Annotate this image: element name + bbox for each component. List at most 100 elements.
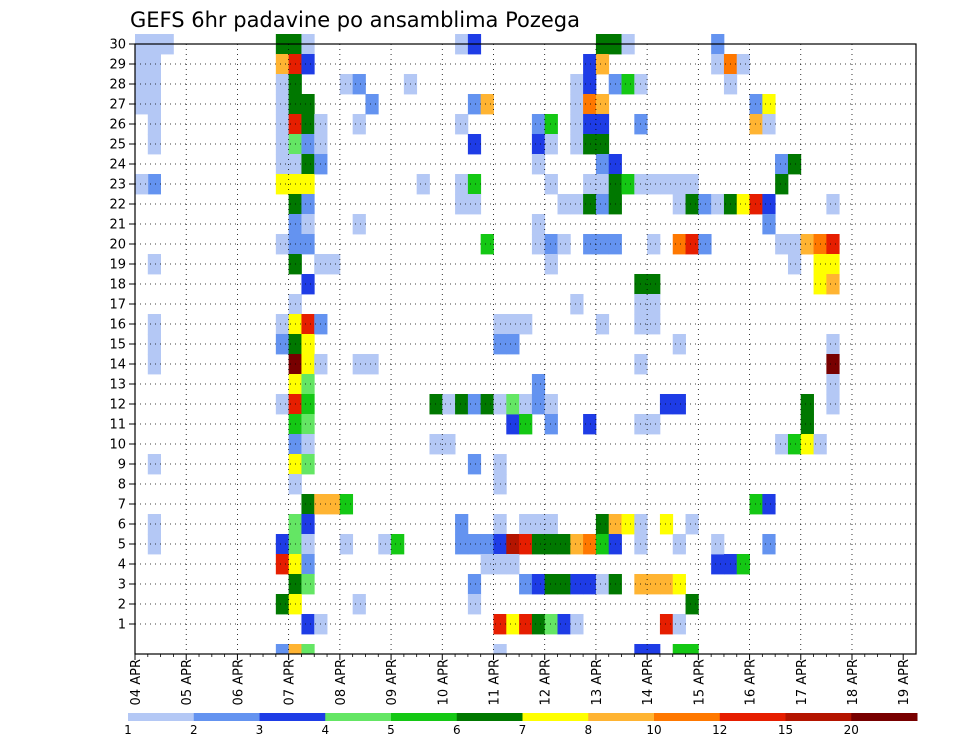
heatmap-cell [800, 414, 814, 435]
heatmap-cell [595, 194, 610, 215]
heatmap-cell [365, 354, 379, 375]
heatmap-cell [595, 314, 610, 335]
heatmap-cell [455, 514, 469, 535]
heatmap-cell [352, 354, 366, 375]
heatmap-cell [301, 574, 315, 595]
colorbar-swatch [588, 713, 655, 721]
heatmap-cell [672, 334, 686, 355]
y-tick-label: 8 [118, 478, 126, 493]
y-tick-label: 11 [109, 418, 126, 433]
colorbar-label: 6 [453, 723, 461, 737]
heatmap-cell [544, 514, 558, 535]
heatmap-cell [595, 234, 610, 255]
heatmap-cell [467, 594, 482, 615]
y-tick-label: 18 [109, 278, 126, 293]
colorbar-label: 1 [124, 723, 132, 737]
heatmap-cell [711, 54, 725, 75]
y-tick-label: 23 [109, 178, 126, 193]
heatmap-cell [595, 54, 610, 75]
y-tick-label: 2 [118, 598, 126, 613]
heatmap-cell [442, 394, 456, 415]
heatmap-cell [557, 234, 571, 255]
plot-frame [134, 43, 917, 655]
heatmap-cell [787, 434, 802, 455]
colorbar-swatch [391, 713, 458, 721]
heatmap-cell [775, 174, 789, 195]
heatmap-cell [749, 94, 763, 115]
y-tick-label: 1 [118, 618, 126, 633]
y-tick-label: 13 [109, 378, 126, 393]
heatmap-cell [647, 174, 661, 195]
colorbar-label: 4 [321, 723, 329, 737]
heatmap-cell [467, 174, 482, 195]
heatmap-cell [147, 94, 161, 115]
x-axis: 04 APR 05 APR 06 APR 07 APR 08 APR 09 APR 10 A… [129, 654, 912, 705]
heatmap-cell [339, 534, 354, 555]
heatmap-cell [583, 54, 597, 75]
heatmap-cell [327, 494, 341, 515]
heatmap-cell [301, 514, 315, 535]
heatmap-cell [147, 74, 161, 95]
x-tick-label: 08 APR [334, 659, 349, 705]
heatmap-cell [787, 234, 802, 255]
heatmap-cell [147, 254, 161, 275]
heatmap-cell [544, 574, 558, 595]
heatmap-cell [531, 574, 546, 595]
heatmap-cell [685, 594, 699, 615]
heatmap-cell [711, 534, 725, 555]
heatmap-cell [570, 94, 584, 115]
heatmap-cell [378, 534, 392, 555]
heatmap-cell [416, 174, 430, 195]
heatmap-cell [135, 174, 149, 195]
heatmap-cell [583, 94, 597, 115]
heatmap-cell [570, 194, 584, 215]
x-tick-label: 12 APR [539, 659, 554, 705]
y-tick-label: 6 [118, 518, 126, 533]
heatmap-cell [570, 74, 584, 95]
heatmap-cell [800, 394, 814, 415]
colorbar-label: 8 [584, 723, 592, 737]
heatmap-cell [583, 574, 597, 595]
heatmap-cell [455, 114, 469, 135]
heatmap-cell [480, 554, 494, 575]
heatmap-cell [442, 434, 456, 455]
heatmap-cell [275, 394, 290, 415]
heatmap-cell [301, 414, 315, 435]
heatmap-cell [672, 644, 686, 655]
heatmap-cell [506, 554, 520, 575]
x-tick-label: 13 APR [590, 659, 605, 705]
heatmap-cell [467, 194, 482, 215]
heatmap-cell [570, 574, 584, 595]
heatmap-cell [762, 194, 776, 215]
heatmap-cell [275, 314, 290, 335]
y-tick-label: 21 [109, 218, 126, 233]
heatmap-cell [544, 414, 558, 435]
heatmap-cell [659, 614, 674, 635]
heatmap-cell [544, 134, 558, 155]
colorbar-swatch [522, 713, 589, 721]
heatmap-cell [301, 314, 315, 335]
heatmap-cell [749, 114, 763, 135]
heatmap-cell [672, 394, 686, 415]
x-tick-label: 06 APR [231, 659, 246, 705]
heatmap-cell [275, 234, 290, 255]
heatmap-cell [147, 314, 161, 335]
heatmap-cell [659, 394, 674, 415]
heatmap-cell [711, 554, 725, 575]
heatmap-cell [480, 534, 494, 555]
heatmap-cell [775, 434, 789, 455]
colorbar-legend: 1 2 3 4 5 6 7 8 10 12 15 20 [124, 713, 918, 737]
heatmap-cell [301, 214, 315, 235]
heatmap-cell [467, 574, 482, 595]
heatmap-cell [570, 294, 584, 315]
heatmap-cell [135, 54, 149, 75]
y-tick-label: 24 [109, 158, 126, 173]
heatmap-cell [557, 194, 571, 215]
x-tick-label: 11 APR [488, 659, 503, 705]
heatmap-cell [659, 174, 674, 195]
x-tick-label: 07 APR [283, 659, 298, 705]
heatmap-cell [467, 454, 482, 475]
heatmap-cell [531, 514, 546, 535]
heatmap-cell [595, 534, 610, 555]
x-tick-label: 04 APR [129, 659, 144, 705]
